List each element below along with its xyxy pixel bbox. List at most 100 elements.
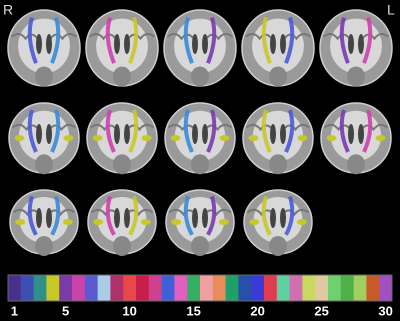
gyri [323, 33, 389, 41]
gyri [12, 208, 76, 217]
white-matter [174, 18, 226, 74]
colorbar-segment [315, 275, 329, 301]
colorbar-segment [264, 275, 278, 301]
tract [183, 109, 194, 153]
tract [284, 195, 295, 236]
colorbar-segment [251, 275, 265, 301]
colorbar-tick-label: 15 [186, 303, 200, 318]
gyri [168, 208, 232, 217]
ventricle [202, 124, 208, 144]
tract [63, 135, 74, 141]
tract [170, 135, 181, 141]
brainstem [191, 66, 209, 87]
gyri [89, 123, 155, 132]
tract [375, 135, 386, 141]
brainstem [191, 236, 209, 256]
tract [183, 195, 194, 236]
gyri [245, 123, 311, 132]
tract [105, 17, 116, 64]
colorbar-segment [328, 275, 342, 301]
tract [362, 109, 373, 153]
tract [50, 109, 61, 153]
tract [297, 135, 308, 141]
gyri [11, 123, 77, 132]
brainstem [113, 154, 131, 175]
tract [27, 109, 38, 153]
tract [284, 109, 295, 153]
colorbar-segment [84, 275, 98, 301]
brainstem [35, 66, 53, 87]
tract [128, 109, 139, 153]
white-matter [330, 18, 382, 74]
tract [206, 195, 217, 236]
ventricle [46, 208, 52, 228]
brainstem [35, 154, 53, 175]
tract [105, 109, 116, 153]
gyri [90, 208, 154, 217]
tract [140, 219, 151, 225]
ventricle [348, 124, 354, 144]
brainstem [269, 236, 287, 256]
ventricle [202, 34, 208, 54]
ventricle [192, 34, 198, 54]
colorbar-segment [276, 275, 290, 301]
colorbar-segment [225, 275, 239, 301]
tract [128, 195, 139, 236]
colorbar-segment [174, 275, 188, 301]
colorbar-segment [46, 275, 60, 301]
white-matter [330, 110, 382, 162]
colorbar-segment [148, 275, 162, 301]
ventricle [124, 34, 130, 54]
tract [15, 219, 26, 225]
tract [50, 17, 61, 64]
colorbar-segment [110, 275, 124, 301]
ventricle [192, 208, 198, 228]
gyri [323, 123, 389, 132]
ventricle [270, 34, 276, 54]
white-matter [18, 18, 70, 74]
tract [339, 109, 350, 153]
colorbar: 1 5 10 15 20 25 30 [7, 274, 393, 318]
gyri [167, 33, 233, 41]
right-label: R [3, 2, 13, 18]
colorbar-tick-label: 30 [378, 303, 392, 318]
white-matter [96, 18, 148, 74]
colorbar-segment [212, 275, 226, 301]
ventricle [124, 208, 130, 228]
tract [105, 195, 116, 236]
colorbar-segment [20, 275, 34, 301]
colorbar-segment [33, 275, 47, 301]
gyri [245, 33, 311, 41]
brainstem [269, 154, 287, 175]
tract [141, 135, 152, 141]
brainstem [35, 236, 53, 256]
ventricle [114, 208, 120, 228]
tract [218, 219, 229, 225]
tract [284, 17, 295, 64]
gyri [11, 33, 77, 41]
colorbar-segment [8, 275, 22, 301]
brainstem [113, 66, 131, 87]
brainstem [269, 66, 287, 87]
ventricle [358, 34, 364, 54]
tract [62, 219, 73, 225]
tract [27, 17, 38, 64]
colorbar-segment [136, 275, 150, 301]
ventricle [124, 124, 130, 144]
tract [128, 17, 139, 64]
tract [296, 219, 307, 225]
white-matter [18, 110, 70, 162]
ventricle [270, 124, 276, 144]
colorbar-segment [379, 275, 393, 301]
brain-slices [7, 9, 393, 256]
ventricle [36, 124, 42, 144]
tract [362, 17, 373, 64]
colorbar-segment [200, 275, 214, 301]
ventricle [202, 208, 208, 228]
ventricle [358, 124, 364, 144]
ventricle [280, 208, 286, 228]
colorbar-segment [366, 275, 380, 301]
ventricle [46, 34, 52, 54]
tract [206, 109, 217, 153]
